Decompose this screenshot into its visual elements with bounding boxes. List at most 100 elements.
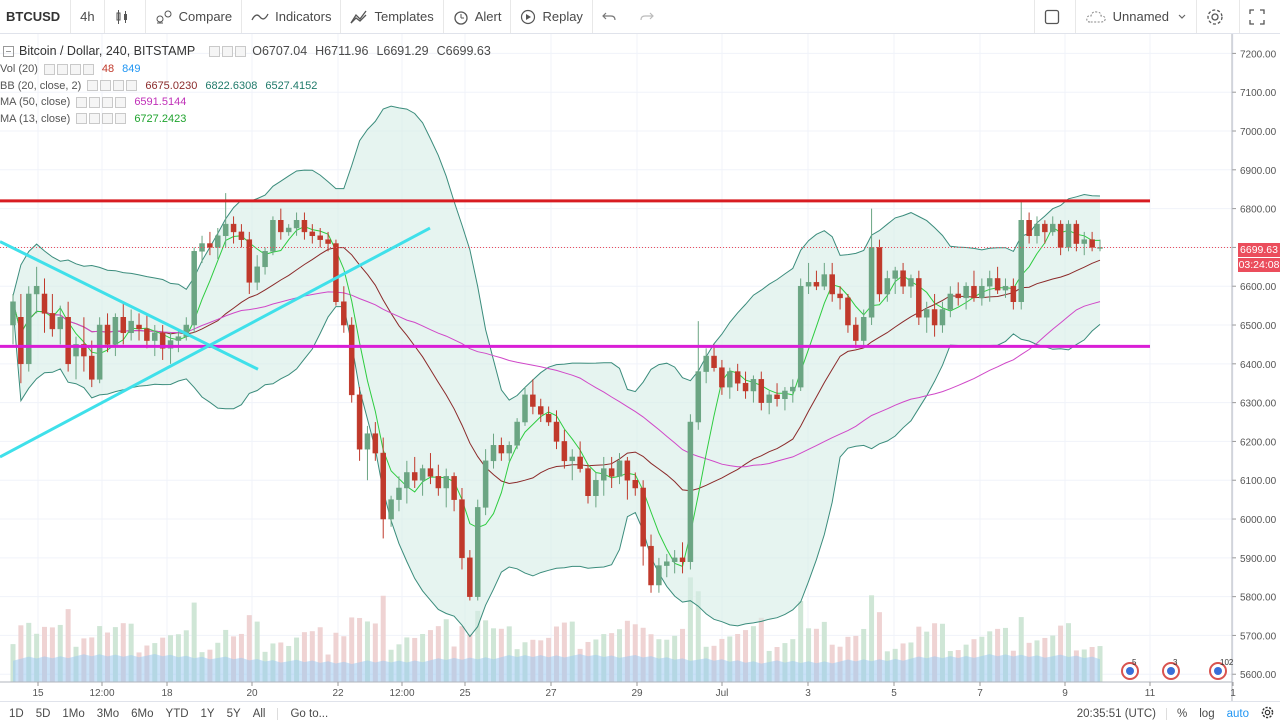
candle-body — [482, 460, 489, 508]
candle-body — [569, 456, 576, 462]
close-icon[interactable] — [126, 80, 138, 92]
candle-body — [285, 227, 292, 233]
indicators-button[interactable]: Indicators — [242, 0, 342, 33]
badge-dot — [1167, 667, 1175, 675]
volume-bar — [254, 621, 260, 682]
expand-icon — [1249, 8, 1265, 25]
time-tick-label: 9 — [1062, 688, 1068, 699]
volume-bar — [341, 636, 347, 682]
badge-dot — [1126, 667, 1134, 675]
candle-body — [1073, 223, 1080, 244]
eye-icon[interactable] — [76, 96, 88, 108]
volume-bar — [278, 642, 284, 682]
candle-body — [900, 270, 906, 287]
volume-bar — [498, 628, 504, 682]
bar-countdown-tag: 03:24:08 — [1238, 258, 1280, 272]
candle-body — [986, 278, 993, 287]
candle-body — [152, 332, 158, 341]
fullscreen-button[interactable] — [1240, 0, 1280, 33]
gear-icon — [1261, 706, 1274, 719]
candle-body — [545, 414, 552, 423]
auto-toggle[interactable]: auto — [1226, 708, 1249, 720]
candle-body — [908, 278, 914, 287]
add-icon[interactable] — [113, 80, 125, 92]
chart-area[interactable]: 7200.007100.007000.006900.006800.006700.… — [0, 34, 1280, 701]
candle-body — [695, 371, 702, 423]
more-icon[interactable] — [235, 46, 247, 57]
settings-icon[interactable] — [89, 113, 101, 125]
eye-icon[interactable] — [76, 113, 88, 125]
log-toggle[interactable]: log — [1199, 708, 1215, 720]
candle-body — [1081, 239, 1087, 244]
replay-button[interactable]: Replay — [511, 0, 593, 33]
candle-body — [380, 452, 386, 520]
settings-icon[interactable] — [56, 63, 68, 75]
range-5d[interactable]: 5D — [35, 708, 51, 720]
templates-button[interactable]: Templates — [341, 0, 444, 33]
volume-bar — [861, 628, 867, 682]
close-icon[interactable] — [82, 63, 94, 75]
settings-icon[interactable] — [222, 46, 234, 57]
volume-bar — [443, 619, 449, 682]
vol-value: 48 — [101, 63, 115, 75]
range-5y[interactable]: 5Y — [226, 708, 241, 720]
candle-body — [104, 324, 111, 345]
volume-bars — [10, 577, 1103, 682]
legend-bb: BB (20, close, 2) 6675.0230 6822.6308 65… — [0, 78, 491, 95]
time-tick-label: 3 — [805, 688, 811, 699]
layout-menu[interactable]: Unnamed — [1076, 0, 1197, 33]
candle-body — [931, 309, 938, 326]
redo-button[interactable] — [631, 0, 669, 33]
volume-bar — [813, 628, 819, 682]
close-icon[interactable] — [115, 113, 127, 125]
candle-body — [703, 355, 709, 372]
axis-settings-button[interactable] — [1255, 706, 1280, 722]
settings-icon[interactable] — [100, 80, 112, 92]
range-1y[interactable]: 1Y — [200, 708, 215, 720]
range-all[interactable]: All — [247, 708, 279, 720]
candle-body — [1065, 223, 1072, 248]
range-1mo[interactable]: 1Mo — [62, 708, 85, 720]
alert-button[interactable]: Alert — [444, 0, 512, 33]
interval-selector[interactable]: 4h — [71, 0, 105, 33]
eye-icon[interactable] — [43, 63, 55, 75]
add-icon[interactable] — [102, 113, 114, 125]
volume-bar — [782, 643, 788, 682]
candle-body — [687, 421, 694, 562]
eye-icon[interactable] — [209, 46, 221, 57]
settings-icon[interactable] — [89, 96, 101, 108]
candle-body — [41, 293, 48, 314]
clock: 20:35:51 (UTC) — [1071, 708, 1168, 720]
fullscreen-toggle-button[interactable] — [1033, 0, 1076, 33]
candle-body — [96, 324, 103, 380]
templates-icon — [350, 10, 368, 23]
volume-bar — [687, 577, 693, 682]
eye-icon[interactable] — [87, 80, 99, 92]
goto-button[interactable]: Go to... — [290, 708, 329, 720]
chevron-down-icon — [1178, 14, 1186, 19]
ma13-value: 6727.2423 — [134, 112, 187, 125]
candle-body — [679, 557, 686, 562]
symbol-search[interactable]: BTCUSD — [0, 0, 72, 33]
candle-body — [159, 332, 166, 349]
chart-style-button[interactable] — [105, 0, 146, 33]
range-1d[interactable]: 1D — [9, 708, 24, 720]
settings-button[interactable] — [1197, 0, 1240, 33]
add-icon[interactable] — [102, 96, 114, 108]
close-icon[interactable] — [115, 96, 127, 108]
candle-body — [923, 309, 930, 318]
range-6mo[interactable]: 6Mo — [131, 708, 154, 720]
collapse-icon[interactable] — [3, 45, 15, 58]
add-icon[interactable] — [69, 63, 81, 75]
compare-button[interactable]: Compare — [146, 0, 243, 33]
indicators-label: Indicators — [275, 9, 332, 24]
range-ytd[interactable]: YTD — [165, 708, 189, 720]
candle-body — [853, 324, 859, 341]
percent-toggle[interactable]: % — [1177, 708, 1188, 720]
range-3mo[interactable]: 3Mo — [96, 708, 120, 720]
undo-button[interactable] — [593, 0, 631, 33]
price-chart[interactable]: 7200.007100.007000.006900.006800.006700.… — [0, 34, 1280, 701]
volume-bar — [364, 621, 370, 682]
volume-bar — [349, 617, 355, 682]
volume-bar — [34, 633, 40, 682]
